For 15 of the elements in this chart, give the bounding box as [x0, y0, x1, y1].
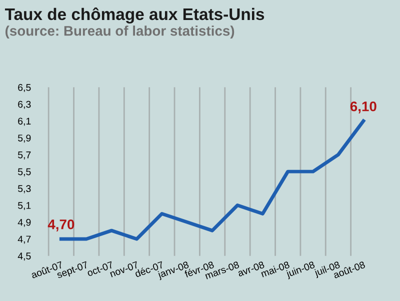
- y-tick-label: 5,5: [18, 168, 31, 176]
- y-tick-label: 4,9: [18, 218, 31, 227]
- y-tick-label: 4,7: [18, 236, 31, 244]
- y-tick-label: 6,3: [18, 100, 31, 109]
- chart-title: Taux de chômage aux Etats-Unis: [4, 8, 264, 24]
- y-tick-label: 6,5: [18, 84, 31, 92]
- y-tick-label: 5,7: [18, 152, 31, 160]
- y-tick-label: 6,1: [18, 118, 31, 126]
- y-tick-label: 5,3: [18, 185, 31, 194]
- data-label: 4,70: [48, 219, 74, 232]
- y-tick-label: 5,1: [18, 202, 31, 210]
- y-tick-label: 5,9: [18, 134, 31, 143]
- y-tick-label: 4,5: [18, 252, 31, 261]
- chart-subtitle: (source: Bureau of labor statistics): [5, 26, 234, 39]
- data-label: 6,10: [350, 101, 376, 114]
